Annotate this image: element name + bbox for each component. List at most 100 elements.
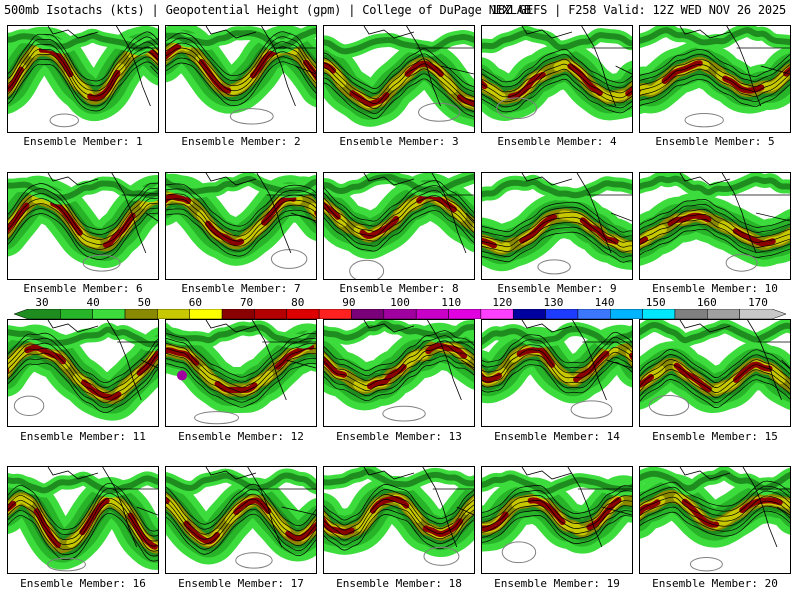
ensemble-map-panel: [165, 25, 317, 133]
northern-jet-band: [482, 174, 632, 203]
northern-jet-band: [166, 26, 316, 54]
political-borders: [205, 173, 316, 254]
low-height-contour: [725, 253, 758, 272]
colorbar-swatch: [92, 309, 126, 319]
colorbar-tick-label: 110: [441, 296, 462, 309]
ensemble-map-panel: [165, 319, 317, 427]
colorbar-swatch: [642, 309, 676, 319]
ensemble-map-panel: [7, 25, 159, 133]
political-borders: [47, 173, 158, 254]
ensemble-member-label: Ensemble Member: 6: [23, 282, 143, 295]
colorbar-swatch: [124, 309, 158, 319]
low-height-contour: [13, 395, 45, 416]
low-height-contour: [235, 552, 273, 569]
height-contours: [8, 482, 158, 562]
low-height-contour: [349, 259, 385, 279]
colorbar-swatch: [577, 309, 611, 319]
ensemble-member-label: Ensemble Member: 12: [178, 430, 304, 443]
low-height-contour: [537, 259, 571, 275]
height-contours: [166, 483, 316, 557]
colorbar-tick-label: 80: [291, 296, 305, 309]
jet-stream-band: [166, 173, 316, 266]
height-contours: [8, 182, 158, 260]
colorbar-swatch: [383, 309, 417, 319]
jet-stream-band: [640, 473, 790, 548]
ensemble-map-panel: [481, 466, 633, 574]
colorbar-tick-label: 120: [492, 296, 513, 309]
colorbar-swatch: [254, 309, 288, 319]
low-height-contour: [496, 97, 538, 120]
colorbar-swatch: [221, 309, 255, 319]
northern-jet-band: [166, 173, 316, 199]
colorbar-tick-label: 160: [696, 296, 717, 309]
height-contours: [482, 331, 632, 394]
colorbar-swatch: [189, 309, 223, 319]
low-height-contour: [194, 411, 240, 425]
colorbar-swatch: [610, 309, 643, 319]
ensemble-member-label: Ensemble Member: 3: [339, 135, 459, 148]
colorbar-tick-label: 90: [342, 296, 356, 309]
colorbar-swatch: [739, 309, 786, 319]
height-contours: [640, 480, 790, 537]
political-borders: [47, 467, 158, 548]
ensemble-member-label: Ensemble Member: 16: [20, 577, 146, 590]
ensemble-map-panel: [481, 25, 633, 133]
jet-stream-band: [482, 475, 632, 554]
colorbar-tick-label: 130: [543, 296, 564, 309]
political-borders: [205, 26, 316, 107]
height-contours: [324, 484, 474, 551]
ensemble-member-label: Ensemble Member: 19: [494, 577, 620, 590]
low-height-contour: [689, 556, 723, 572]
colorbar-swatch: [674, 309, 708, 319]
political-borders: [521, 320, 632, 401]
height-contours: [640, 49, 790, 107]
ensemble-member-label: Ensemble Member: 1: [23, 135, 143, 148]
political-borders: [47, 320, 158, 401]
ensemble-map-panel: [7, 466, 159, 574]
ensemble-map-panel: [7, 319, 159, 427]
ensemble-member-label: Ensemble Member: 13: [336, 430, 462, 443]
height-contours: [482, 48, 632, 114]
political-borders: [521, 173, 632, 254]
colorbar-swatch: [14, 309, 61, 319]
ensemble-map-panel: [639, 172, 791, 280]
northern-jet-band: [324, 467, 474, 492]
ensemble-member-label: Ensemble Member: 5: [655, 135, 775, 148]
political-borders: [679, 320, 790, 401]
colorbar-swatch: [448, 309, 482, 319]
northern-jet-band: [8, 471, 158, 498]
low-height-contour: [49, 113, 79, 128]
ensemble-member-label: Ensemble Member: 20: [652, 577, 778, 590]
isotach-map: [482, 26, 632, 121]
ensemble-map-panel: [323, 466, 475, 574]
political-borders: [521, 26, 632, 107]
northern-jet-band: [166, 468, 316, 496]
political-borders: [679, 467, 790, 548]
isotach-map: [166, 173, 316, 269]
low-height-contour: [423, 546, 460, 566]
northern-jet-band: [8, 322, 158, 352]
colorbar-tick-label: 60: [188, 296, 203, 309]
isotach-map: [324, 26, 474, 128]
ensemble-map-panel: [323, 25, 475, 133]
jet-stream-band: [640, 192, 790, 267]
isotach-map: [640, 173, 790, 272]
political-borders: [679, 26, 790, 107]
isotach-map: [166, 26, 316, 125]
colorbar-swatch: [480, 309, 514, 319]
height-contours: [482, 201, 632, 263]
northern-jet-band: [482, 26, 632, 55]
colorbar-tick-label: 30: [35, 296, 49, 309]
political-borders: [363, 320, 474, 401]
ensemble-member-label: Ensemble Member: 4: [497, 135, 617, 148]
height-contours: [166, 333, 316, 408]
ensemble-member-label: Ensemble Member: 2: [181, 135, 301, 148]
height-contours: [324, 330, 474, 402]
low-height-contour: [82, 254, 121, 272]
northern-jet-band: [324, 320, 474, 345]
isotach-colorbar: [14, 309, 786, 319]
height-contours: [640, 198, 790, 258]
jet-stream-band: [482, 41, 632, 121]
jet-stream-band: [8, 175, 158, 268]
isotach-map: [8, 173, 158, 272]
